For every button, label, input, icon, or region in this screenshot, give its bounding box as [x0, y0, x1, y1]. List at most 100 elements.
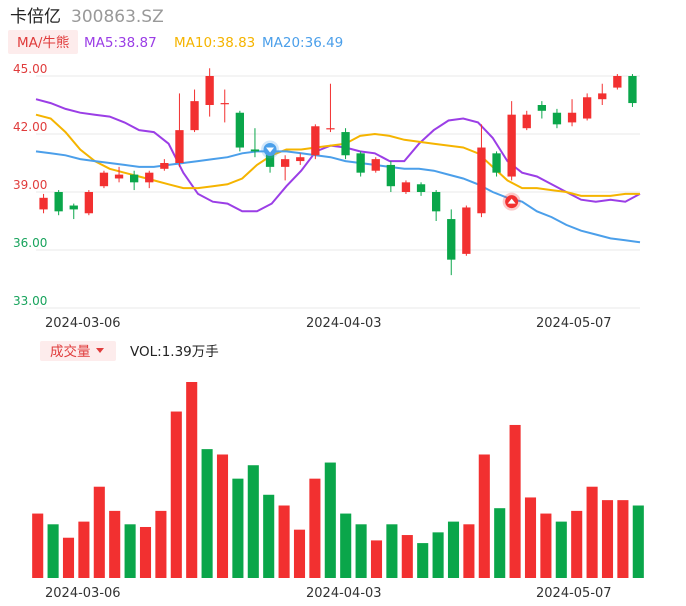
stock-name: 卡倍亿	[10, 7, 61, 27]
candle	[39, 193, 48, 214]
candle-body	[567, 112, 577, 123]
volume-bar	[586, 486, 598, 578]
ma10-legend: MA10:38.83	[174, 35, 255, 51]
volume-bar	[170, 411, 182, 578]
candle	[462, 205, 471, 256]
candle	[356, 151, 365, 177]
candle-body	[477, 147, 486, 214]
volume-bar	[478, 454, 490, 578]
candle	[99, 170, 109, 189]
volume-bar	[447, 521, 460, 578]
candle	[492, 151, 501, 177]
volume-bar	[524, 497, 537, 578]
volume-bar	[155, 510, 167, 578]
stock-code: 300863.SZ	[71, 7, 164, 27]
candle-body	[175, 130, 184, 163]
candle	[477, 124, 486, 218]
price-ytick-label: 36.00	[13, 236, 47, 250]
price-ytick-label: 42.00	[13, 120, 47, 134]
volume-bar	[494, 508, 506, 578]
candle	[507, 101, 516, 181]
candle-body	[507, 114, 516, 177]
price-xtick-label: 2024-04-03	[306, 316, 382, 331]
candle-body	[235, 112, 245, 148]
candle	[145, 170, 154, 189]
candle	[69, 203, 78, 220]
price-y-axis: 45.00 42.00 39.00 36.00 33.00	[13, 62, 47, 308]
ma-toggle-button[interactable]	[8, 30, 78, 54]
candle-body	[552, 112, 562, 125]
candle-body	[129, 174, 139, 183]
candle	[205, 68, 214, 117]
volume-bar	[47, 524, 59, 578]
candle-body	[416, 184, 426, 192]
candle	[250, 128, 260, 158]
candle-body	[99, 172, 109, 187]
candle-body	[447, 219, 456, 260]
candle	[552, 108, 562, 129]
volume-toggle-button[interactable]	[40, 341, 116, 361]
candle-body	[401, 182, 411, 192]
volume-bar	[293, 529, 306, 578]
volume-bar	[32, 513, 44, 578]
marker-glyph	[266, 147, 275, 153]
candle-body	[220, 103, 229, 105]
candle	[54, 190, 63, 216]
candle	[341, 128, 350, 160]
price-x-axis: 2024-03-06 2024-04-03 2024-05-07	[45, 316, 612, 331]
candle-body	[537, 105, 547, 111]
volume-bar	[386, 524, 398, 578]
candle	[129, 170, 139, 191]
candle-body	[160, 163, 169, 169]
volume-bar	[555, 521, 567, 578]
volume-bar	[571, 510, 583, 578]
volume-bar	[463, 524, 475, 578]
volume-bar	[509, 424, 521, 578]
candle	[431, 190, 441, 221]
candle-body	[39, 197, 48, 210]
volume-bar	[62, 537, 75, 578]
candle-body	[190, 101, 199, 131]
volume-bar	[370, 540, 383, 578]
price-grid	[36, 75, 640, 309]
volume-bars	[32, 382, 644, 578]
price-ytick-label: 33.00	[13, 294, 47, 308]
candle-body	[280, 159, 290, 167]
candle	[567, 99, 577, 127]
candle-body	[54, 192, 63, 212]
volume-bar	[201, 449, 213, 578]
volume-bar	[232, 478, 244, 578]
volume-bar	[278, 505, 290, 578]
volume-toggle-label: 成交量	[50, 343, 91, 360]
volume-bar	[309, 478, 321, 578]
candle-body	[492, 153, 501, 173]
candle	[220, 89, 229, 123]
candle-body	[371, 159, 380, 171]
ma5-legend: MA5:38.87	[84, 35, 157, 51]
candle-body	[341, 132, 350, 156]
volume-xtick-label: 2024-05-07	[536, 586, 612, 601]
candle	[416, 182, 426, 196]
volume-bar	[432, 532, 444, 578]
volume-bar	[601, 500, 614, 578]
candle	[386, 161, 396, 192]
ma5-line	[35, 98, 641, 213]
candle-body	[114, 174, 124, 179]
candle	[582, 93, 592, 121]
ma20-line	[35, 150, 641, 244]
candle-body	[462, 207, 471, 254]
candle-body	[69, 205, 78, 210]
volume-bar	[139, 526, 152, 578]
candle-body	[628, 76, 637, 104]
candle	[628, 74, 637, 107]
dropdown-triangle-icon	[96, 348, 104, 353]
candle-body	[356, 153, 365, 173]
candle	[190, 89, 199, 133]
volume-bar	[540, 513, 552, 578]
candle-body	[386, 164, 396, 187]
candle	[447, 209, 456, 276]
candle-body	[582, 97, 592, 119]
candle-body	[613, 76, 622, 88]
price-ytick-label: 45.00	[13, 62, 47, 76]
